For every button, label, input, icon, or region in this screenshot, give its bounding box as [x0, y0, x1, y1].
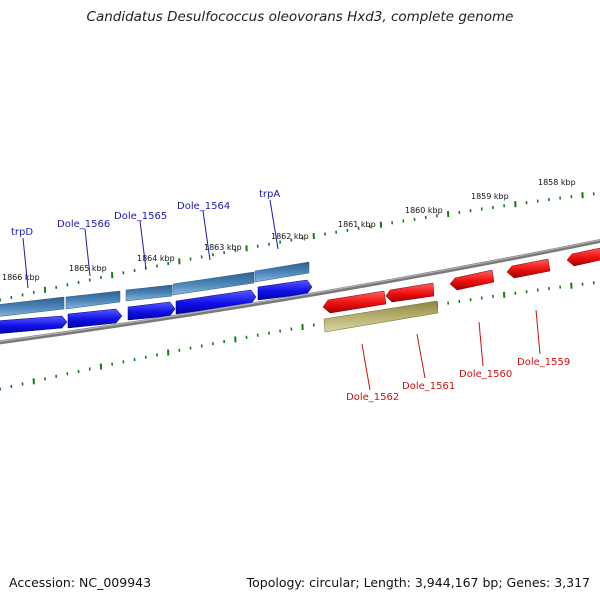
gene-label-trpD[interactable]: trpD	[11, 227, 33, 238]
scale-label: 1860 kbp	[405, 206, 443, 215]
forward-scale-ticks	[0, 192, 595, 302]
scale-label: 1864 kbp	[137, 254, 175, 263]
gene-label-dole-1564[interactable]: Dole_1564	[177, 201, 230, 212]
scale-label: 1861 kbp	[338, 220, 376, 229]
gene-arrow-trpD[interactable]	[0, 315, 68, 334]
scale-label: 1863 kbp	[204, 243, 242, 252]
operon-segment[interactable]	[65, 290, 121, 310]
genome-title: Candidatus Desulfococcus oleovorans Hxd3…	[86, 9, 514, 25]
accession-text: Accession: NC_009943	[9, 575, 152, 590]
gene-arrow-offscreen[interactable]	[566, 247, 600, 267]
topology-text: Topology: circular; Length: 3,944,167 bp…	[246, 575, 590, 590]
gene-arrow-dole-1562[interactable]	[322, 290, 387, 314]
gene-label-dole-1560[interactable]: Dole_1560	[459, 369, 512, 380]
gene-arrow-dole-1560[interactable]	[449, 269, 495, 291]
reverse-label-leaders	[361, 309, 541, 391]
genome-backbone	[0, 238, 600, 345]
operon-segment[interactable]	[172, 271, 255, 296]
gene-label-trpA[interactable]: trpA	[259, 189, 280, 200]
gene-arrow-dole-1565[interactable]	[127, 301, 176, 321]
gene-arrow-dole-1566[interactable]	[67, 308, 123, 329]
gene-arrow-dole-1564[interactable]	[175, 289, 257, 315]
gene-label-dole-1566[interactable]: Dole_1566	[57, 219, 110, 230]
forward-gene-labels: trpD Dole_1566 Dole_1565 Dole_1564 trpA	[11, 189, 280, 238]
scale-labels: 1866 kbp 1865 kbp 1864 kbp 1863 kbp 1862…	[2, 178, 576, 282]
scale-label: 1865 kbp	[69, 264, 107, 273]
genome-backbone-highlight	[0, 239, 600, 342]
gene-label-dole-1561[interactable]: Dole_1561	[402, 381, 455, 392]
scale-label: 1859 kbp	[471, 192, 509, 201]
gene-label-dole-1559[interactable]: Dole_1559	[517, 357, 570, 368]
gene-label-dole-1565[interactable]: Dole_1565	[114, 211, 167, 222]
reverse-genes	[322, 247, 600, 314]
scale-label: 1862 kbp	[271, 232, 309, 241]
forward-operon	[0, 261, 310, 317]
reverse-gene-labels: Dole_1562 Dole_1561 Dole_1560 Dole_1559	[346, 357, 570, 403]
operon-segment[interactable]	[0, 296, 65, 317]
reverse-operon[interactable]	[323, 300, 439, 333]
scale-label: 1866 kbp	[2, 273, 40, 282]
operon-segment[interactable]	[125, 284, 173, 302]
gene-label-dole-1562[interactable]: Dole_1562	[346, 392, 399, 403]
gene-arrow-dole-1559[interactable]	[506, 258, 551, 279]
forward-label-leaders	[22, 199, 279, 289]
gene-arrow-dole-1561[interactable]	[385, 282, 435, 303]
scale-label: 1858 kbp	[538, 178, 576, 187]
operon-segment[interactable]	[254, 261, 310, 283]
